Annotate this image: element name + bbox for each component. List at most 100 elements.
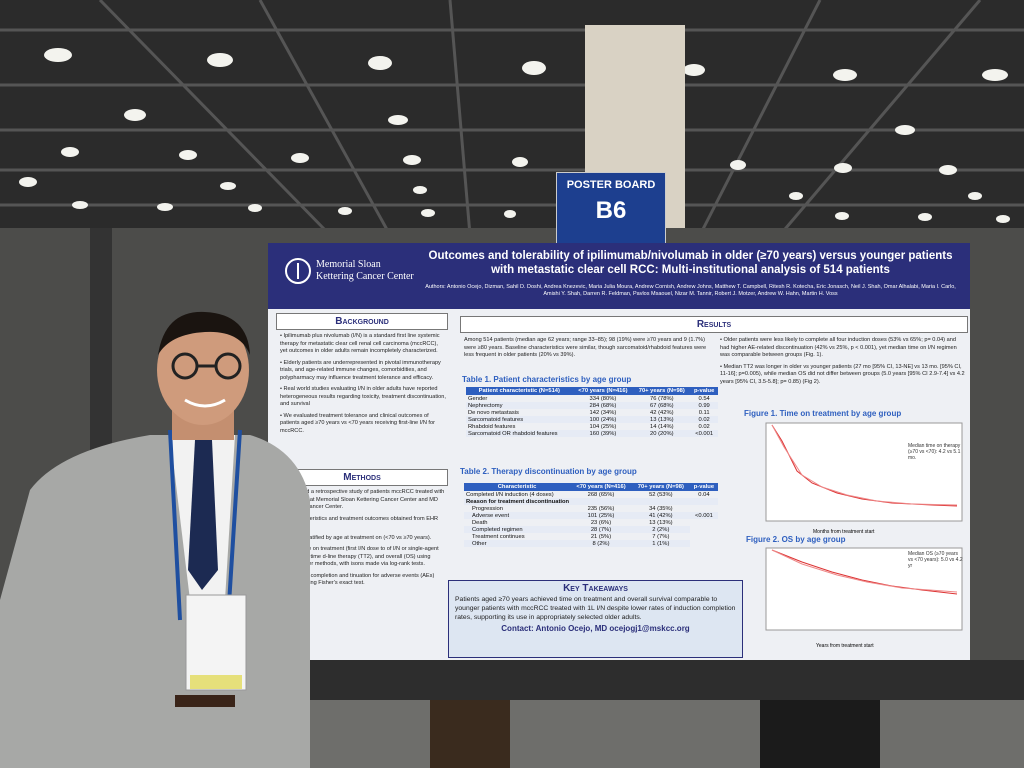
cell: 28 (7%) bbox=[570, 526, 632, 533]
cell: 0.11 bbox=[698, 409, 710, 416]
cell: 101 (25%) bbox=[570, 512, 632, 519]
bullet: • Real world studies evaluating I/N in o… bbox=[280, 386, 446, 408]
cell: 2 (2%) bbox=[631, 526, 690, 533]
table-title: Table 1. Patient characteristics by age … bbox=[462, 375, 632, 384]
cell: Other bbox=[464, 540, 571, 547]
cell: Progression bbox=[472, 505, 503, 512]
presenter bbox=[0, 311, 310, 768]
takeaway-text: Patients aged ≥70 years achieved time on… bbox=[455, 596, 736, 621]
sign-label: POSTER BOARD bbox=[566, 179, 656, 191]
table-row: Reason for treatment discontinuation bbox=[464, 498, 718, 505]
table: Patient characteristic (N=514) <70 years … bbox=[466, 387, 718, 437]
table-row: Rhabdoid features 104 (25%) 14 (14%) 0.02 bbox=[466, 423, 718, 430]
authors: Authors: Antonio Ocejo, Dizman, Sahil D.… bbox=[425, 284, 956, 298]
cell: 0.99 bbox=[690, 402, 718, 409]
cell: Nephrectomy bbox=[466, 402, 573, 409]
cell: Gender bbox=[468, 395, 488, 402]
poster-board-sign: POSTER BOARD B6 bbox=[556, 172, 666, 244]
poster: Memorial Sloan Kettering Cancer Center O… bbox=[268, 243, 970, 660]
axis-label: Years from treatment start bbox=[816, 643, 874, 649]
table-row: Sarcomatoid OR rhabdoid features 160 (39%… bbox=[466, 430, 718, 437]
cell: 334 (80%) bbox=[589, 395, 617, 402]
column-header: 70+ years (N=98) bbox=[631, 483, 690, 491]
logo bbox=[285, 258, 311, 284]
cell: Sarcomatoid features bbox=[466, 416, 573, 423]
axis-label: Months from treatment start bbox=[813, 529, 875, 535]
column-header: Characteristic bbox=[464, 483, 571, 491]
cell: 14 (14%) bbox=[650, 423, 674, 430]
table-row: Sarcomatoid features 100 (24%) 13 (13%) 0.0… bbox=[466, 416, 718, 423]
table-row: Completed regimen 28 (7%) 2 (2%) bbox=[464, 526, 718, 533]
cell: 268 (65%) bbox=[587, 491, 615, 498]
bullet: • Median TT2 was longer in older vs youn… bbox=[720, 363, 965, 385]
table-row: Progression 235 (56%) 34 (35%) bbox=[464, 505, 718, 512]
key-takeaways: Key Takeaways Patients aged ≥70 years ac… bbox=[448, 580, 743, 658]
table-row: Completed I/N induction (4 doses) 268 (65… bbox=[464, 491, 718, 498]
cell: 20 (20%) bbox=[633, 430, 691, 437]
cell: 0.02 bbox=[698, 423, 710, 430]
cell: Death bbox=[472, 519, 488, 526]
results-text: Among 514 patients (median age 62 years;… bbox=[464, 337, 707, 359]
cell: 21 (5%) bbox=[590, 533, 612, 540]
cell: 42 (42%) bbox=[650, 409, 674, 416]
board-number: B6 bbox=[595, 197, 627, 224]
figure-title: Figure 1. Time on treatment by age group bbox=[744, 409, 902, 418]
bullet: • ts were stratified by age at treatment… bbox=[280, 534, 432, 541]
poster-header: Memorial Sloan Kettering Cancer Center O… bbox=[268, 243, 970, 309]
column-header: p-value bbox=[689, 483, 718, 491]
bullet: • We evaluated treatment tolerance and c… bbox=[280, 412, 435, 435]
header-row: Patient characteristic (N=514) <70 years … bbox=[466, 387, 718, 395]
cell: 160 (39%) bbox=[572, 430, 634, 437]
cell: 13 (13%) bbox=[633, 416, 691, 423]
figure-note: Median OS (≥70 years vs <70 years): 5.0 … bbox=[908, 551, 963, 569]
header-row: Characteristic <70 years (N=416) 70+ years… bbox=[464, 483, 718, 491]
background-text: • Ipilimumab plus nivolumab (I/N) is a s… bbox=[280, 333, 446, 463]
cell: 0.04 bbox=[698, 491, 710, 498]
results-text: • Older patients were less likely to com… bbox=[720, 337, 965, 407]
cell: Reason for treatment discontinuation bbox=[464, 498, 718, 505]
cell: 34 (35%) bbox=[649, 505, 673, 512]
table-row: Other 8 (2%) 1 (1%) bbox=[464, 540, 718, 547]
bullet: • f induction completion and tinuation f… bbox=[280, 572, 435, 587]
table: Characteristic <70 years (N=416) 70+ years… bbox=[464, 483, 718, 547]
section-heading: Results bbox=[460, 316, 968, 333]
cell: Treatment continues bbox=[472, 533, 525, 540]
cell: 13 (13%) bbox=[649, 519, 673, 526]
cell: Completed I/N induction (4 doses) bbox=[466, 491, 554, 498]
table-row: De novo metastasis 142 (34%) 42 (42%) 0.11 bbox=[466, 409, 718, 416]
table-row: Death 23 (6%) 13 (13%) bbox=[464, 519, 718, 526]
cell: 284 (68%) bbox=[572, 402, 634, 409]
table-row: Adverse event 101 (25%) 41 (42%) <0.001 bbox=[464, 512, 718, 519]
cell: 76 (78%) bbox=[650, 395, 674, 402]
cell: 52 (53%) bbox=[649, 491, 673, 498]
bullet: • Ipilimumab plus nivolumab (I/N) is a s… bbox=[280, 333, 440, 355]
cell: 7 (7%) bbox=[652, 533, 670, 540]
cell: Adverse event bbox=[464, 512, 571, 519]
column-header: 70+ years (N=98) bbox=[633, 387, 691, 395]
km-plot bbox=[765, 547, 963, 631]
cell: Completed regimen bbox=[464, 526, 571, 533]
cell: Rhabdoid features bbox=[468, 423, 516, 430]
bullet: • mated time on treatment (first I/N dos… bbox=[280, 546, 439, 568]
column-header: p-value bbox=[690, 387, 718, 395]
poster-title: Outcomes and tolerability of ipilimumab/… bbox=[428, 250, 953, 277]
column-header: <70 years (N=416) bbox=[570, 483, 632, 491]
cell: <0.001 bbox=[690, 430, 718, 437]
cell: 67 (68%) bbox=[633, 402, 691, 409]
figure-title: Figure 2. OS by age group bbox=[746, 535, 846, 544]
cell: 8 (2%) bbox=[570, 540, 632, 547]
cell: 41 (42%) bbox=[631, 512, 690, 519]
column-header: Patient characteristic (N=514) bbox=[466, 387, 573, 395]
section-heading: Methods bbox=[276, 469, 448, 486]
institution: Memorial Sloan Kettering Cancer Center bbox=[316, 259, 414, 282]
cell: 142 (34%) bbox=[589, 409, 617, 416]
cell: 104 (25%) bbox=[589, 423, 617, 430]
cell: De novo metastasis bbox=[468, 409, 519, 416]
cell: 23 (6%) bbox=[590, 519, 612, 526]
section-heading: Key Takeaways bbox=[563, 583, 628, 594]
cell: <0.001 bbox=[689, 512, 718, 519]
cell: 1 (1%) bbox=[631, 540, 690, 547]
cell: 235 (56%) bbox=[587, 505, 615, 512]
cell: 0.54 bbox=[698, 395, 710, 402]
